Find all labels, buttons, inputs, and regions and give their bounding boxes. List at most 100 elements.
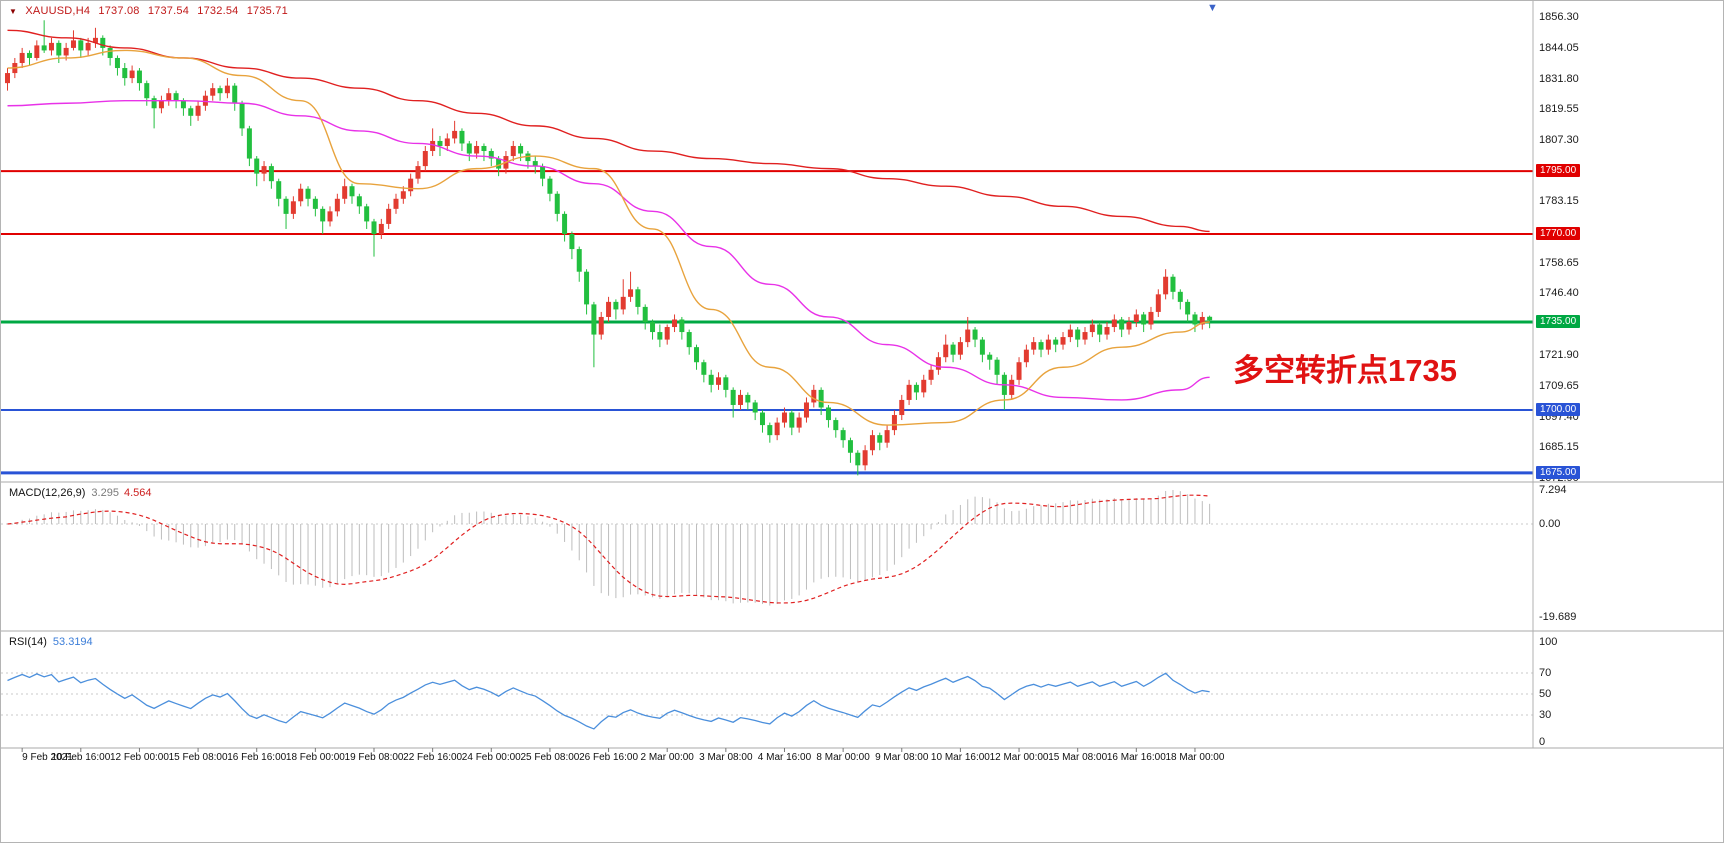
- candle-body: [268, 166, 274, 182]
- candle-body: [496, 158, 502, 169]
- candle-body: [686, 332, 692, 348]
- candle-body: [628, 289, 634, 297]
- candle-body: [1170, 276, 1176, 292]
- candle-body: [789, 412, 795, 428]
- time-axis-label: 26 Feb 16:00: [579, 752, 639, 763]
- time-axis-label: 19 Feb 08:00: [344, 752, 404, 763]
- macd-axis-label: 0.00: [1539, 518, 1561, 530]
- candle-body: [532, 161, 538, 167]
- candle-body: [63, 47, 69, 56]
- time-axis-label: 9 Mar 08:00: [875, 752, 929, 763]
- time-axis-label: 25 Feb 08:00: [520, 752, 580, 763]
- candle-body: [422, 151, 428, 167]
- candle-body: [987, 354, 993, 360]
- candle-body: [774, 422, 780, 436]
- candle-body: [796, 417, 802, 428]
- candle-body: [386, 208, 392, 224]
- candle-body: [547, 178, 553, 194]
- candle-body: [158, 100, 164, 109]
- price-axis-label: 1685.15: [1539, 441, 1579, 454]
- time-axis-label: 3 Mar 08:00: [699, 752, 753, 763]
- candle-body: [840, 430, 846, 441]
- ma-short-orange-line: [7, 49, 1210, 426]
- candle-body: [1163, 276, 1169, 295]
- candle-body: [114, 57, 120, 69]
- price-axis-label: 1758.65: [1539, 256, 1579, 269]
- candle-body: [1089, 324, 1095, 333]
- level-price-tag: 1795.00: [1536, 164, 1581, 178]
- candle-body: [188, 108, 194, 116]
- candle-body: [246, 128, 252, 159]
- candle-body: [994, 359, 1000, 375]
- candle-body: [26, 52, 32, 58]
- candle-body: [1016, 362, 1022, 380]
- candle-body: [540, 166, 546, 179]
- candle-body: [371, 221, 377, 234]
- candle-body: [884, 430, 890, 443]
- candle-body: [510, 145, 516, 157]
- candle-body: [584, 271, 590, 305]
- candle-body: [173, 93, 179, 101]
- candle-body: [444, 138, 450, 146]
- candle-body: [1023, 349, 1029, 363]
- candle-body: [1060, 337, 1066, 345]
- time-axis-label: 24 Feb 00:00: [461, 752, 521, 763]
- candle-body: [1192, 314, 1198, 325]
- candle-body: [430, 140, 436, 152]
- candle-body: [825, 407, 831, 421]
- candle-body: [745, 394, 751, 403]
- candle-body: [701, 362, 707, 375]
- candle-body: [664, 327, 670, 340]
- candle-body: [239, 103, 245, 129]
- macd-axis-label: -19.689: [1539, 610, 1577, 623]
- candle-body: [694, 347, 700, 363]
- rsi-axis-label: 100: [1539, 635, 1558, 648]
- candle-body: [525, 153, 531, 162]
- candle-body: [869, 435, 875, 451]
- candle-body: [5, 73, 10, 84]
- candle-body: [1111, 319, 1117, 328]
- candle-body: [935, 357, 941, 370]
- candle-body: [1199, 316, 1205, 325]
- candle-body: [261, 166, 267, 174]
- candle-body: [276, 181, 282, 199]
- candle-body: [877, 435, 883, 443]
- candle-body: [1177, 291, 1183, 302]
- candle-body: [210, 88, 216, 96]
- candle-body: [1031, 342, 1037, 350]
- chart-shift-marker-icon[interactable]: ▼: [1207, 2, 1218, 14]
- candle-body: [19, 52, 25, 64]
- rsi-name: RSI(14): [9, 636, 47, 648]
- candle-body: [85, 42, 91, 51]
- level-price-tag: 1770.00: [1536, 226, 1581, 240]
- macd-main-value: 3.295: [91, 487, 119, 499]
- candle-body: [554, 193, 560, 214]
- rsi-axis-label: 70: [1539, 667, 1552, 679]
- candle-body: [48, 42, 54, 51]
- level-price-tag: 1700.00: [1536, 403, 1581, 416]
- rsi-value: 53.3194: [52, 636, 93, 648]
- candle-body: [224, 85, 230, 94]
- ma-mid-magenta-line: [7, 100, 1210, 401]
- candle-body: [913, 384, 919, 393]
- symbol-ohlc-readout: ▼ XAUUSD,H4 1737.08 1737.54 1732.54 1735…: [9, 5, 293, 17]
- candle-body: [1141, 314, 1147, 325]
- candle-body: [811, 389, 817, 403]
- pivot-annotation-text[interactable]: 多空转折点1735: [1233, 353, 1457, 388]
- candle-body: [1155, 294, 1161, 312]
- candle-body: [855, 452, 861, 466]
- candle-body: [180, 100, 186, 109]
- candle-body: [562, 213, 568, 234]
- candle-body: [891, 415, 897, 431]
- candle-body: [928, 369, 934, 380]
- candle-body: [107, 47, 113, 58]
- candle-body: [364, 206, 370, 222]
- candle-body: [1185, 301, 1191, 315]
- time-axis-label: 18 Mar 00:00: [1165, 752, 1225, 763]
- candle-body: [232, 85, 238, 104]
- candle-body: [1075, 329, 1081, 340]
- candle-body: [576, 249, 582, 272]
- candle-body: [56, 42, 62, 56]
- candle-body: [1207, 316, 1213, 321]
